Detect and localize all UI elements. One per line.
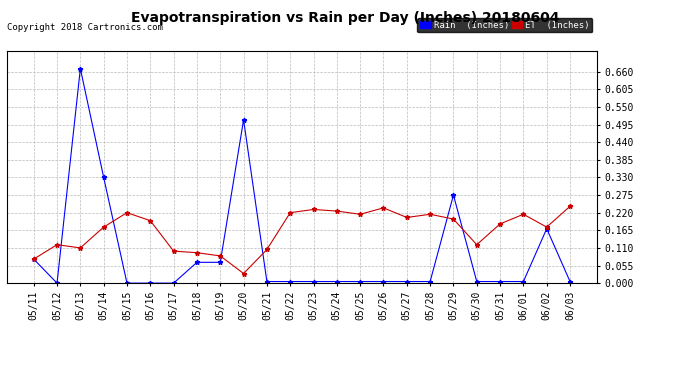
Text: Evapotranspiration vs Rain per Day (Inches) 20180604: Evapotranspiration vs Rain per Day (Inch… (130, 11, 560, 25)
Text: Copyright 2018 Cartronics.com: Copyright 2018 Cartronics.com (7, 23, 163, 32)
Legend: Rain  (Inches), ET  (Inches): Rain (Inches), ET (Inches) (417, 18, 592, 32)
